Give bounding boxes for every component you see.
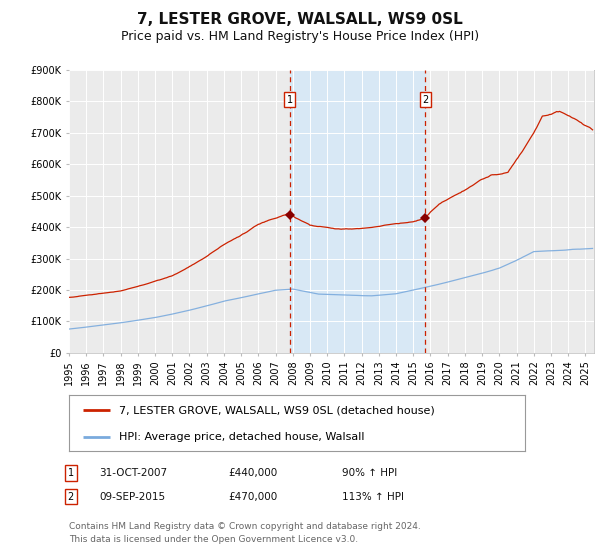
Text: £470,000: £470,000 [228, 492, 277, 502]
Text: 09-SEP-2015: 09-SEP-2015 [99, 492, 165, 502]
Text: Contains HM Land Registry data © Crown copyright and database right 2024.
This d: Contains HM Land Registry data © Crown c… [69, 522, 421, 544]
Text: 1: 1 [287, 95, 293, 105]
Bar [290, 70, 425, 353]
Text: £440,000: £440,000 [228, 468, 277, 478]
Text: 7, LESTER GROVE, WALSALL, WS9 0SL: 7, LESTER GROVE, WALSALL, WS9 0SL [137, 12, 463, 27]
Text: 90% ↑ HPI: 90% ↑ HPI [342, 468, 397, 478]
Text: 113% ↑ HPI: 113% ↑ HPI [342, 492, 404, 502]
Text: 1: 1 [68, 468, 74, 478]
Text: HPI: Average price, detached house, Walsall: HPI: Average price, detached house, Wals… [119, 432, 365, 442]
Text: 2: 2 [422, 95, 428, 105]
Text: 2: 2 [68, 492, 74, 502]
Text: 7, LESTER GROVE, WALSALL, WS9 0SL (detached house): 7, LESTER GROVE, WALSALL, WS9 0SL (detac… [119, 405, 435, 416]
Text: Price paid vs. HM Land Registry's House Price Index (HPI): Price paid vs. HM Land Registry's House … [121, 30, 479, 43]
Text: 31-OCT-2007: 31-OCT-2007 [99, 468, 167, 478]
